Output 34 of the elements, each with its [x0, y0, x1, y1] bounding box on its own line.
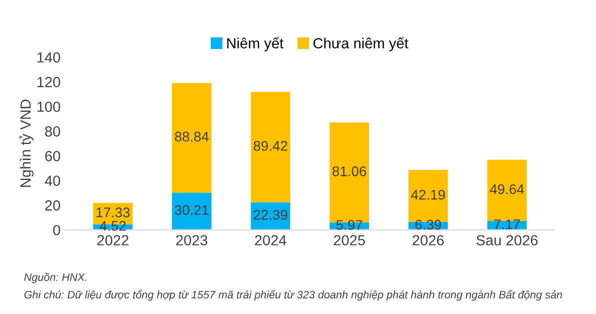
x-tick-label: 2026: [412, 235, 444, 246]
legend-label: Niêm yết: [227, 37, 284, 52]
data-label: 7.17: [494, 219, 520, 230]
data-label: 5.97: [336, 220, 362, 230]
bar: [172, 82, 212, 193]
y-tick-label: 80: [45, 126, 60, 137]
legend-label: Chưa niêm yết: [313, 37, 408, 52]
y-tick-label: 40: [44, 176, 60, 186]
x-tick-label: 2025: [334, 235, 365, 246]
bar: [250, 92, 290, 202]
bar: [172, 192, 212, 230]
y-tick-label: 140: [37, 52, 60, 63]
text: Nguồn: HNX.: [24, 272, 86, 284]
x-tick-label: 2022: [97, 235, 128, 246]
data-label: 89.42: [254, 140, 288, 151]
data-label: 6.39: [415, 220, 442, 230]
x-tick-label: 2023: [176, 235, 208, 246]
y-axis-title: Nghìn tỷ VND: [20, 100, 34, 187]
text: Ghi chú: Dữ liệu được tổng hợp từ 1557 mã trái phiếu từ 323 doanh nghiệp phát hành trong ngành Bất động sản: [24, 290, 562, 301]
data-label: 81.06: [332, 166, 366, 176]
y-tick-label: 100: [37, 102, 60, 112]
x-tick-label: Sau 2026: [476, 235, 538, 246]
bar: [487, 160, 527, 222]
y-tick-label: 20: [45, 200, 60, 211]
x-tick-label: 2024: [255, 235, 286, 246]
data-label: 17.33: [96, 207, 130, 218]
y-tick-label: 120: [37, 76, 60, 88]
data-label: 30.21: [174, 205, 208, 215]
data-label: 49.64: [490, 184, 524, 194]
data-label: 88.84: [174, 132, 209, 142]
data-label: 22.39: [254, 210, 288, 220]
data-label: 42.19: [411, 190, 445, 200]
y-tick-label: 60: [45, 150, 60, 162]
y-tick-label: 0: [53, 224, 60, 236]
